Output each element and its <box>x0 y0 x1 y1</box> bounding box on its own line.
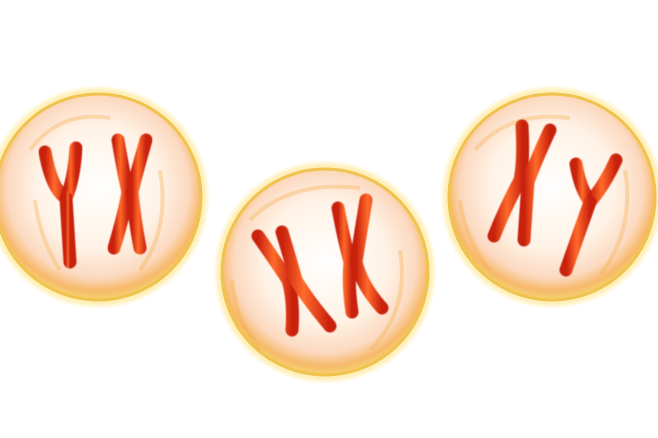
cell-1 <box>0 85 210 309</box>
chromosome-x-2a <box>251 225 337 337</box>
cell-2 <box>213 160 437 384</box>
chromosome-y-3 <box>559 153 623 277</box>
cell-3 <box>440 85 658 309</box>
chromosome-x-1 <box>107 133 153 255</box>
cell-3-membrane <box>447 92 657 302</box>
cell-2-membrane <box>220 167 430 377</box>
chromosome-x-2b <box>331 193 389 319</box>
cell-1-membrane <box>0 92 203 302</box>
chromosome-x-3 <box>487 119 557 247</box>
chromosome-y-1 <box>38 141 83 269</box>
